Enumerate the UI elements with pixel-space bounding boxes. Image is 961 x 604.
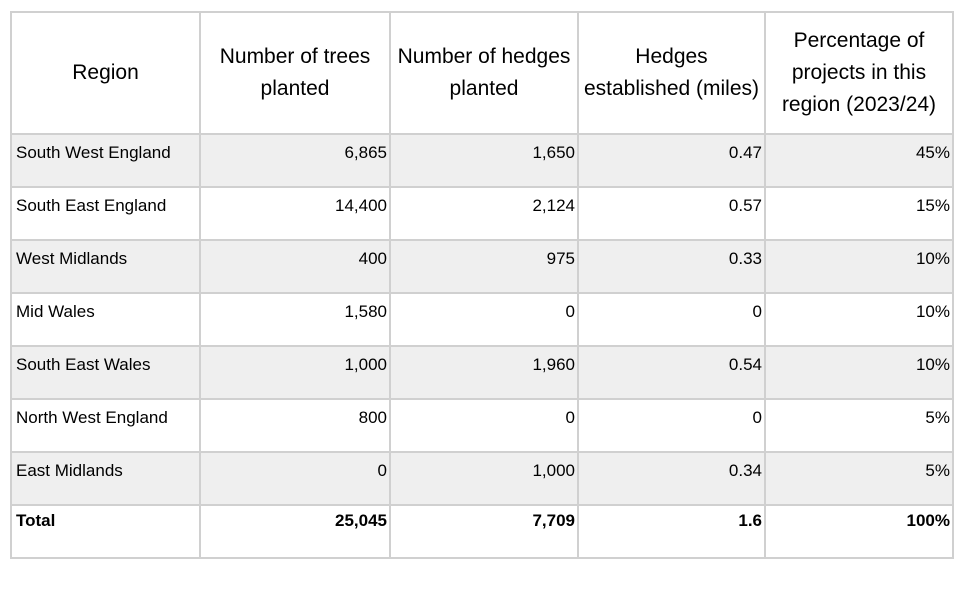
trees-cell: 400 <box>199 239 391 294</box>
hedges-cell: 2,124 <box>389 186 579 241</box>
table-row: North West England 800 0 0 5% <box>10 398 954 453</box>
region-cell: North West England <box>10 398 201 453</box>
trees-cell: 1,000 <box>199 345 391 400</box>
percentage-cell: 15% <box>764 186 954 241</box>
miles-cell: 0 <box>577 398 766 453</box>
header-project-percentage: Percentage of projects in this region (2… <box>764 11 954 135</box>
header-hedges-miles: Hedges established (miles) <box>577 11 766 135</box>
hedges-cell: 0 <box>389 398 579 453</box>
region-cell: South East England <box>10 186 201 241</box>
hedges-cell: 1,960 <box>389 345 579 400</box>
total-hedges: 7,709 <box>389 504 579 559</box>
table-row: South East England 14,400 2,124 0.57 15% <box>10 186 954 241</box>
region-cell: South West England <box>10 133 201 188</box>
table-row: West Midlands 400 975 0.33 10% <box>10 239 954 294</box>
region-cell: East Midlands <box>10 451 201 506</box>
header-hedges-planted: Number of hedges planted <box>389 11 579 135</box>
region-cell: West Midlands <box>10 239 201 294</box>
table-row: South East Wales 1,000 1,960 0.54 10% <box>10 345 954 400</box>
percentage-cell: 10% <box>764 239 954 294</box>
miles-cell: 0.47 <box>577 133 766 188</box>
header-region: Region <box>10 11 201 135</box>
percentage-cell: 5% <box>764 451 954 506</box>
total-row: Total 25,045 7,709 1.6 100% <box>10 504 954 559</box>
percentage-cell: 10% <box>764 292 954 347</box>
miles-cell: 0.34 <box>577 451 766 506</box>
miles-cell: 0.54 <box>577 345 766 400</box>
miles-cell: 0.57 <box>577 186 766 241</box>
region-cell: Mid Wales <box>10 292 201 347</box>
trees-cell: 800 <box>199 398 391 453</box>
trees-cell: 14,400 <box>199 186 391 241</box>
total-trees: 25,045 <box>199 504 391 559</box>
hedges-cell: 0 <box>389 292 579 347</box>
percentage-cell: 10% <box>764 345 954 400</box>
regional-planting-table: Region Number of trees planted Number of… <box>10 11 954 559</box>
trees-cell: 6,865 <box>199 133 391 188</box>
hedges-cell: 975 <box>389 239 579 294</box>
header-trees-planted: Number of trees planted <box>199 11 391 135</box>
region-cell: South East Wales <box>10 345 201 400</box>
table-row: Mid Wales 1,580 0 0 10% <box>10 292 954 347</box>
miles-cell: 0 <box>577 292 766 347</box>
total-percentage: 100% <box>764 504 954 559</box>
percentage-cell: 5% <box>764 398 954 453</box>
table-row: South West England 6,865 1,650 0.47 45% <box>10 133 954 188</box>
total-label: Total <box>10 504 201 559</box>
total-miles: 1.6 <box>577 504 766 559</box>
percentage-cell: 45% <box>764 133 954 188</box>
trees-cell: 0 <box>199 451 391 506</box>
trees-cell: 1,580 <box>199 292 391 347</box>
header-row: Region Number of trees planted Number of… <box>10 11 954 135</box>
hedges-cell: 1,000 <box>389 451 579 506</box>
miles-cell: 0.33 <box>577 239 766 294</box>
hedges-cell: 1,650 <box>389 133 579 188</box>
table-row: East Midlands 0 1,000 0.34 5% <box>10 451 954 506</box>
